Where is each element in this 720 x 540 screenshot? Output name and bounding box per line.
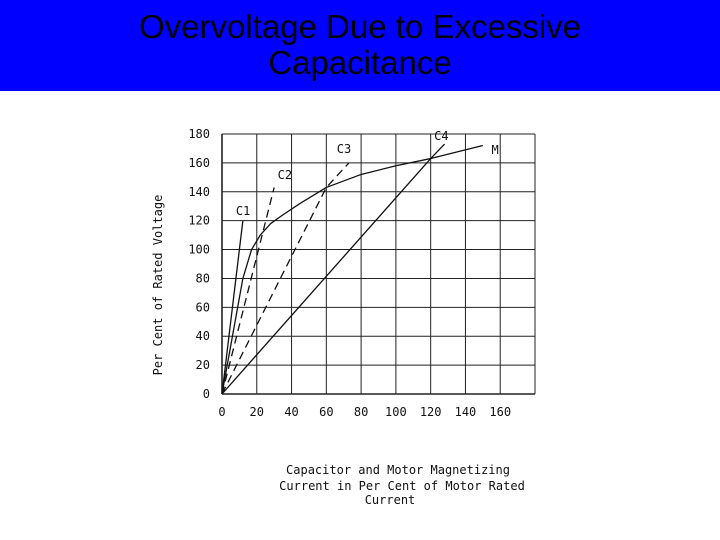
y-tick-label: 180 [188, 127, 210, 141]
chart-series-labels: M C1 C2 C3 C4 [236, 129, 499, 218]
x-tick-label: 140 [455, 405, 477, 419]
series-label-c2: C2 [278, 168, 292, 182]
x-axis-label-line-2: Current in Per Cent of Motor Rated [279, 479, 525, 493]
x-axis-label: Capacitor and Motor Magnetizing Current … [279, 463, 525, 507]
x-tick-label: 100 [385, 405, 407, 419]
y-tick-label: 160 [188, 156, 210, 170]
chart-series [221, 143, 483, 395]
y-tick-label: 40 [196, 329, 210, 343]
y-tick-label: 0 [203, 387, 210, 401]
series-line-c3 [221, 162, 350, 395]
series-label-c4: C4 [434, 129, 448, 143]
y-tick-label: 100 [188, 243, 210, 257]
chart-grid [221, 133, 536, 395]
title-banner: Overvoltage Due to Excessive Capacitance [0, 0, 720, 91]
slide-title-line-1: Overvoltage Due to Excessive [138, 8, 582, 45]
slide-title-line-2: Capacitance [268, 44, 452, 81]
y-tick-label: 60 [196, 300, 210, 314]
x-axis-label-line-1: Capacitor and Motor Magnetizing [286, 463, 510, 477]
x-tick-label: 20 [250, 405, 264, 419]
x-tick-label: 160 [489, 405, 511, 419]
y-tick-labels: 0 20 40 60 80 100 120 140 160 180 [188, 127, 210, 401]
series-line-c1 [221, 220, 244, 395]
y-tick-label: 120 [188, 214, 210, 228]
x-tick-label: 0 [218, 405, 225, 419]
series-label-c1: C1 [236, 204, 250, 218]
y-tick-label: 140 [188, 185, 210, 199]
series-line-c4 [221, 143, 446, 395]
x-tick-label: 40 [284, 405, 298, 419]
y-axis-label: Per Cent of Rated Voltage [151, 195, 165, 376]
series-line-m [221, 144, 483, 395]
y-tick-label: 80 [196, 271, 210, 285]
x-axis-label-line-3: Current [365, 493, 416, 507]
x-tick-label: 120 [420, 405, 442, 419]
x-tick-labels: 0 20 40 60 80 100 120 140 160 [218, 405, 511, 419]
x-tick-label: 80 [354, 405, 368, 419]
series-line-c2 [221, 187, 275, 395]
series-label-c3: C3 [337, 142, 351, 156]
y-tick-label: 20 [196, 358, 210, 372]
series-label-m: M [492, 143, 499, 157]
x-tick-label: 60 [319, 405, 333, 419]
